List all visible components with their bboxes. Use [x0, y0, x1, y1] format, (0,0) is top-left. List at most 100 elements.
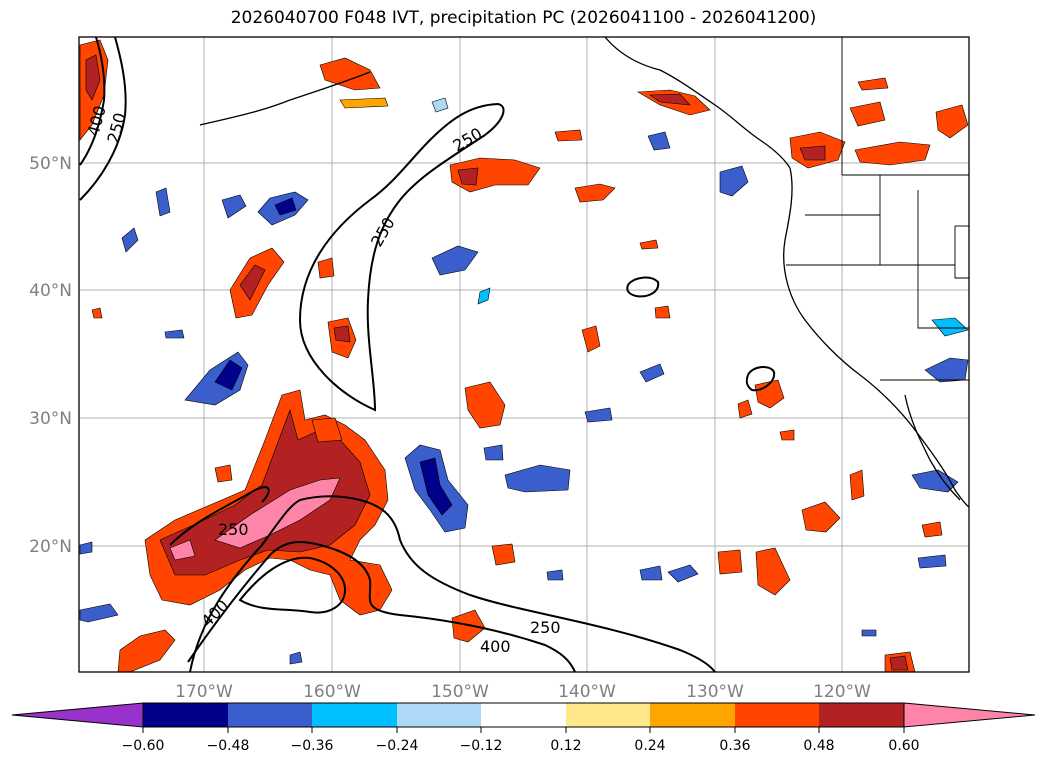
precip-blob — [91, 307, 103, 319]
lat-label-20n: 20°N — [29, 537, 72, 557]
precip-blob — [554, 129, 583, 142]
precip-blob — [546, 569, 564, 581]
precip-blob — [639, 363, 665, 383]
precip-blob — [857, 77, 889, 91]
precip-blob — [214, 359, 243, 391]
lon-label-130w: 130°W — [686, 682, 744, 702]
precip-blob — [801, 501, 841, 533]
lat-label-30n: 30°N — [29, 409, 72, 429]
precip-blob — [121, 227, 139, 253]
state-line — [954, 226, 969, 279]
map-title: 2026040700 F048 IVT, precipitation PC (2… — [230, 8, 817, 28]
colorbar-segment — [566, 703, 650, 727]
precip-blob — [779, 429, 795, 441]
precip-blob — [935, 104, 969, 139]
ivt-contour-400 — [187, 541, 576, 672]
contour-label: 400 — [480, 637, 511, 656]
coastlines — [199, 37, 969, 508]
colorbar-ticks — [142, 727, 905, 733]
colorbar-tick-labels: −0.60 −0.48 −0.36 −0.24 −0.12 0.12 0.24 … — [122, 738, 920, 754]
precip-blob — [649, 93, 691, 106]
colorbar-segment — [397, 703, 481, 727]
colorbar-segment — [735, 703, 819, 727]
latitude-labels: 50°N 40°N 30°N 20°N — [29, 154, 72, 557]
colorbar-tick-label: −0.36 — [291, 738, 334, 754]
lon-label-140w: 140°W — [558, 682, 616, 702]
colorbar-segment — [481, 703, 566, 727]
ivt-contour-250 — [79, 37, 127, 201]
precip-blob — [917, 554, 947, 569]
colorbar-frame — [142, 702, 905, 728]
precip-blob — [339, 97, 389, 109]
precip-blob — [319, 57, 381, 91]
precip-blob — [581, 325, 601, 353]
precip-negative-anomalies — [79, 97, 969, 665]
precip-blob — [457, 167, 479, 186]
ivt-contour-250 — [189, 495, 716, 672]
precip-blob — [164, 329, 185, 339]
colorbar-tick-label: −0.60 — [122, 738, 165, 754]
precip-blob — [647, 131, 671, 151]
precip-blob — [854, 141, 931, 166]
colorbar: −0.60 −0.48 −0.36 −0.24 −0.12 0.12 0.24 … — [11, 702, 1036, 754]
contour-label: 250 — [530, 618, 561, 637]
map-frame — [78, 36, 970, 673]
colorbar-tick-label: 0.36 — [719, 738, 750, 754]
precip-blob — [639, 565, 663, 581]
precip-blob — [717, 549, 743, 575]
precip-blob — [419, 457, 453, 516]
precip-blob — [117, 629, 176, 672]
state-line — [917, 265, 969, 329]
longitude-labels: 170°W 160°W 150°W 140°W 130°W 120°W — [175, 682, 871, 702]
precip-blob — [654, 305, 671, 319]
precip-blob — [431, 245, 479, 276]
colorbar-extension-max — [903, 702, 1036, 728]
ivt-contour-closed — [626, 276, 660, 298]
precip-blob — [849, 469, 865, 501]
precip-blob — [931, 317, 969, 337]
precip-blob — [737, 399, 753, 419]
precip-blob — [431, 97, 449, 113]
colorbar-segment — [143, 703, 228, 727]
precip-blob — [79, 541, 93, 555]
colorbar-segment — [312, 703, 397, 727]
precip-blob — [317, 257, 335, 279]
aleutian-islands — [199, 71, 371, 126]
precip-blob — [491, 543, 516, 566]
precip-blob — [889, 655, 909, 671]
precip-blob — [85, 54, 101, 101]
lon-label-170w: 170°W — [175, 682, 233, 702]
precip-blob — [719, 165, 749, 197]
precip-blob — [214, 464, 233, 483]
precip-blob — [849, 101, 886, 127]
precip-blob — [477, 287, 491, 305]
precip-blob — [861, 629, 877, 637]
colorbar-tick-label: −0.48 — [207, 738, 250, 754]
lon-label-160w: 160°W — [303, 682, 361, 702]
precip-blob — [79, 603, 119, 623]
colorbar-segment — [228, 703, 312, 727]
precip-blob — [311, 417, 343, 443]
precip-blob — [159, 409, 371, 576]
state-borders — [786, 37, 969, 381]
colorbar-segment — [819, 703, 904, 727]
lat-label-40n: 40°N — [29, 281, 72, 301]
colorbar-extension-min — [11, 702, 144, 728]
baja-coast — [904, 394, 961, 501]
ivt-contour-400 — [79, 37, 106, 166]
lon-label-150w: 150°W — [431, 682, 489, 702]
precip-blob — [574, 183, 616, 203]
contour-label: 250 — [218, 520, 249, 539]
ivt-contour-closed — [745, 366, 776, 392]
colorbar-tick-label: 0.60 — [888, 738, 919, 754]
precip-blob — [274, 197, 297, 216]
precip-blob — [921, 521, 943, 538]
precip-blob — [155, 187, 171, 217]
precip-blob — [754, 379, 785, 409]
colorbar-tick-label: 0.24 — [634, 738, 665, 754]
precip-blob — [333, 325, 351, 343]
alaska-coast — [604, 37, 791, 169]
colorbar-segment — [650, 703, 735, 727]
precip-blob — [639, 239, 659, 250]
precip-blob — [504, 464, 571, 493]
